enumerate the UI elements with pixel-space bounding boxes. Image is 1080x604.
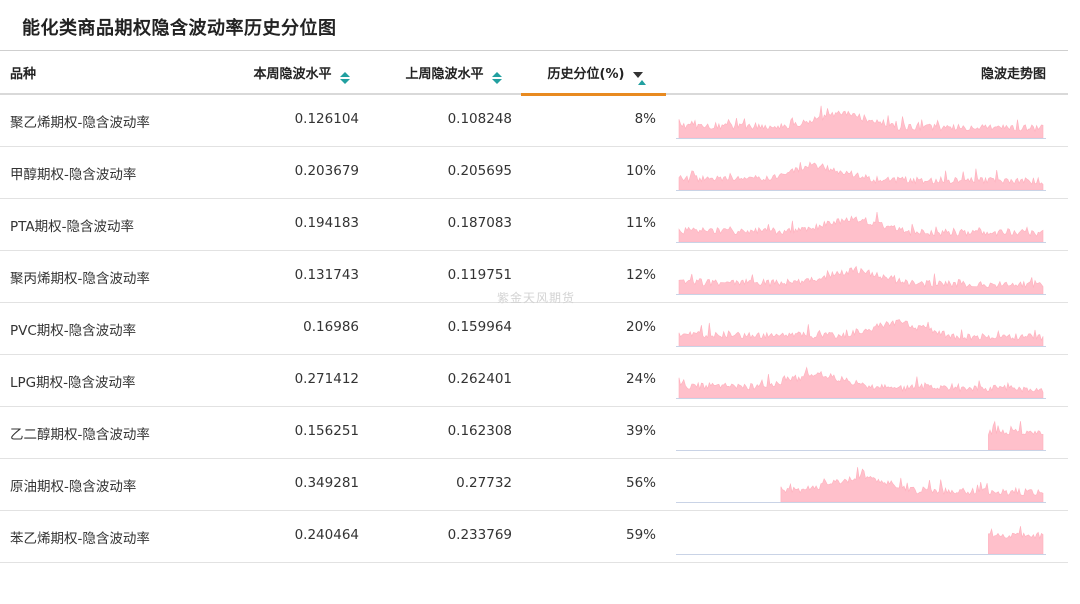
percentile-value: 11%	[625, 215, 656, 231]
watermark: 紫金天风期货	[497, 291, 576, 305]
active-sort-underline	[521, 93, 666, 96]
percentile-value: 10%	[625, 163, 656, 179]
current-iv-value: 0.349281	[294, 475, 359, 491]
header-previous-iv[interactable]: 上周隐波水平	[405, 63, 502, 84]
table-header: 品种 本周隐波水平 上周隐波水平 历史分位(%) 隐波走势图	[0, 50, 1068, 96]
variety-name: PTA期权-隐含波动率	[10, 219, 134, 235]
sparkline-area	[780, 467, 1044, 503]
previous-iv-value: 0.233769	[447, 527, 512, 543]
table-row: 苯乙烯期权-隐含波动率 0.240464 0.233769 59%	[0, 511, 1068, 563]
header-previous-iv-label: 上周隐波水平	[405, 67, 484, 82]
variety-name: 聚丙烯期权-隐含波动率	[10, 271, 150, 287]
iv-sparkline	[676, 212, 1046, 243]
percentile-value: 24%	[625, 371, 656, 387]
header-variety: 品种	[10, 67, 37, 82]
previous-iv-value: 0.119751	[447, 267, 512, 283]
table-row: PVC期权-隐含波动率 0.16986 0.159964 20%	[0, 303, 1068, 355]
iv-sparkline	[676, 265, 1046, 295]
sparkline-area	[678, 366, 1044, 399]
current-iv-value: 0.203679	[294, 163, 359, 179]
variety-name: 苯乙烯期权-隐含波动率	[10, 531, 150, 547]
percentile-value: 8%	[634, 111, 656, 127]
sparkline-area	[678, 265, 1044, 295]
sparkline-area	[678, 161, 1044, 191]
iv-sparkline	[676, 319, 1046, 347]
header-current-iv-label: 本周隐波水平	[253, 67, 332, 82]
percentile-value: 56%	[625, 475, 656, 491]
table-row: 乙二醇期权-隐含波动率 0.156251 0.162308 39%	[0, 407, 1068, 459]
table-row: 聚丙烯期权-隐含波动率 0.131743 0.119751 12%	[0, 251, 1068, 303]
percentile-value: 59%	[625, 527, 656, 543]
variety-name: PVC期权-隐含波动率	[10, 323, 137, 339]
sort-icon[interactable]	[492, 71, 502, 86]
variety-name: 乙二醇期权-隐含波动率	[10, 427, 150, 443]
page-title: 能化类商品期权隐含波动率历史分位图	[22, 18, 337, 39]
iv-sparkline	[676, 420, 1046, 451]
header-percentile[interactable]: 历史分位(%)	[547, 63, 646, 85]
table-row: PTA期权-隐含波动率 0.194183 0.187083 11%	[0, 199, 1068, 251]
current-iv-value: 0.194183	[294, 215, 359, 231]
sparkline-area	[678, 212, 1044, 243]
previous-iv-value: 0.205695	[447, 163, 512, 179]
header-current-iv[interactable]: 本周隐波水平	[253, 63, 350, 84]
table-row: 原油期权-隐含波动率 0.349281 0.27732 56%	[0, 459, 1068, 511]
iv-sparkline	[676, 105, 1046, 139]
previous-iv-value: 0.262401	[447, 371, 512, 387]
iv-sparkline	[676, 526, 1046, 555]
table-row: LPG期权-隐含波动率 0.271412 0.262401 24%	[0, 355, 1068, 407]
current-iv-value: 0.271412	[294, 371, 359, 387]
table-body: 聚乙烯期权-隐含波动率 0.126104 0.108248 8% 甲醇期权-隐含波动率 0…	[0, 95, 1068, 563]
iv-percentile-table: 品种 本周隐波水平 上周隐波水平 历史分位(%) 隐波走势图 聚乙烯期权-隐含波…	[0, 50, 1068, 563]
sparkline-area	[988, 526, 1044, 555]
iv-sparkline	[676, 366, 1046, 399]
previous-iv-value: 0.27732	[456, 475, 512, 491]
previous-iv-value: 0.159964	[447, 319, 512, 335]
current-iv-value: 0.16986	[303, 319, 359, 335]
table-row: 聚乙烯期权-隐含波动率 0.126104 0.108248 8%	[0, 95, 1068, 147]
previous-iv-value: 0.108248	[447, 111, 512, 127]
variety-name: 原油期权-隐含波动率	[10, 479, 137, 495]
current-iv-value: 0.131743	[294, 267, 359, 283]
percentile-value: 12%	[625, 267, 656, 283]
percentile-value: 20%	[625, 319, 656, 335]
percentile-value: 39%	[625, 423, 656, 439]
header-trend: 隐波走势图	[980, 67, 1046, 82]
current-iv-value: 0.126104	[294, 111, 359, 127]
current-iv-value: 0.240464	[294, 527, 359, 543]
variety-name: 甲醇期权-隐含波动率	[10, 167, 137, 183]
sparkline-area	[678, 319, 1044, 347]
header-percentile-label: 历史分位(%)	[547, 67, 625, 82]
previous-iv-value: 0.162308	[447, 423, 512, 439]
sparkline-area	[988, 420, 1044, 451]
iv-sparkline	[676, 467, 1046, 503]
variety-name: 聚乙烯期权-隐含波动率	[10, 115, 150, 131]
sort-desc-icon[interactable]	[633, 71, 646, 86]
sparkline-area	[678, 105, 1044, 139]
table-row: 甲醇期权-隐含波动率 0.203679 0.205695 10%	[0, 147, 1068, 199]
previous-iv-value: 0.187083	[447, 215, 512, 231]
iv-sparkline	[676, 161, 1046, 191]
sort-icon[interactable]	[340, 71, 350, 86]
current-iv-value: 0.156251	[294, 423, 359, 439]
variety-name: LPG期权-隐含波动率	[10, 375, 136, 391]
